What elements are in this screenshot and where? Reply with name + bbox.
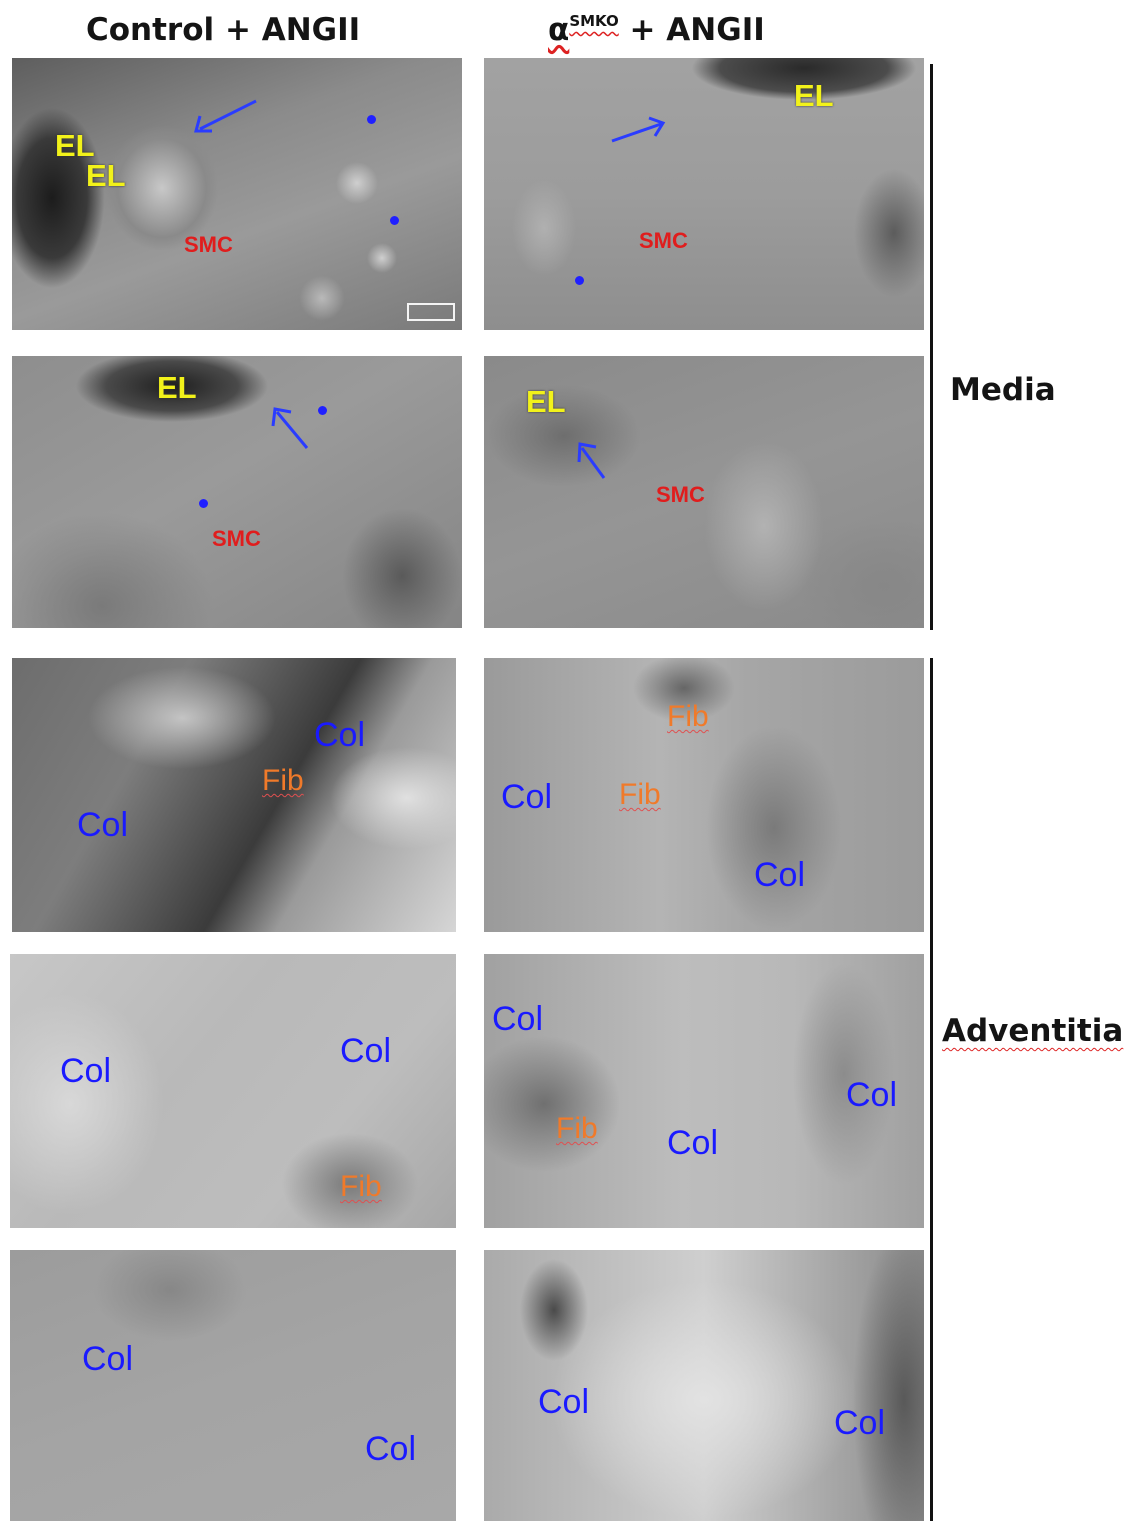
col-label: Col <box>492 1000 544 1038</box>
asterisk-marker <box>575 276 584 285</box>
col-label: Col <box>667 1124 719 1162</box>
alpha-subscript: SMKO <box>569 12 619 30</box>
smc-label: SMC <box>212 526 261 551</box>
col-label: Col <box>754 856 806 894</box>
scale-bar <box>407 303 455 321</box>
col-label: Col <box>82 1340 134 1378</box>
fib-label: Fib <box>619 778 661 811</box>
col-label: Col <box>365 1430 417 1468</box>
col-label: Col <box>340 1032 392 1070</box>
smc-label: SMC <box>639 228 688 253</box>
micrograph-media-control-2: EL SMC <box>12 356 462 628</box>
arrow-icon <box>271 407 309 449</box>
fib-label: Fib <box>262 764 304 797</box>
alpha-symbol: α <box>548 12 570 48</box>
row-label-adventitia: Adventitia <box>942 1013 1124 1049</box>
el-label: EL <box>157 370 197 405</box>
column-header-control: Control + ANGII <box>86 12 361 48</box>
arrow-icon <box>194 99 257 133</box>
micrograph-adventitia-control-3: Col Col <box>10 1250 456 1521</box>
col-label: Col <box>501 778 553 816</box>
smc-label: SMC <box>656 482 705 507</box>
adventitia-bracket-line <box>930 658 933 1521</box>
col-label: Col <box>846 1076 898 1114</box>
asterisk-marker <box>318 406 327 415</box>
header-suffix: + ANGII <box>618 12 765 48</box>
media-bracket-line <box>930 64 933 630</box>
asterisk-marker <box>390 216 399 225</box>
el-label: EL <box>794 78 834 113</box>
column-header-alpha-smko: αSMKO + ANGII <box>548 12 765 52</box>
micrograph-adventitia-control-1: Col Col Fib <box>12 658 456 932</box>
micrograph-adventitia-alpha-smko-2: Col Col Col Fib <box>484 954 924 1228</box>
el-label: EL <box>526 384 566 419</box>
fib-label: Fib <box>556 1112 598 1145</box>
el-label: EL <box>86 158 126 193</box>
smc-label: SMC <box>184 232 233 257</box>
micrograph-media-alpha-smko-1: EL SMC <box>484 58 924 330</box>
el-label: EL <box>55 128 95 163</box>
micrograph-adventitia-alpha-smko-1: Fib Fib Col Col <box>484 658 924 932</box>
col-label: Col <box>314 716 366 754</box>
col-label: Col <box>77 806 129 844</box>
col-label: Col <box>538 1383 590 1421</box>
asterisk-marker <box>367 115 376 124</box>
col-label: Col <box>834 1404 886 1442</box>
micrograph-adventitia-control-2: Col Col Fib <box>10 954 456 1228</box>
micrograph-media-control-1: EL EL SMC <box>12 58 462 330</box>
micrograph-adventitia-alpha-smko-3: Col Col <box>484 1250 924 1521</box>
arrow-icon <box>577 442 606 479</box>
asterisk-marker <box>199 499 208 508</box>
fib-label: Fib <box>340 1170 382 1203</box>
row-label-media: Media <box>950 372 1056 408</box>
arrow-icon <box>611 116 666 143</box>
micrograph-media-alpha-smko-2: EL SMC <box>484 356 924 628</box>
fib-label: Fib <box>667 700 709 733</box>
col-label: Col <box>60 1052 112 1090</box>
